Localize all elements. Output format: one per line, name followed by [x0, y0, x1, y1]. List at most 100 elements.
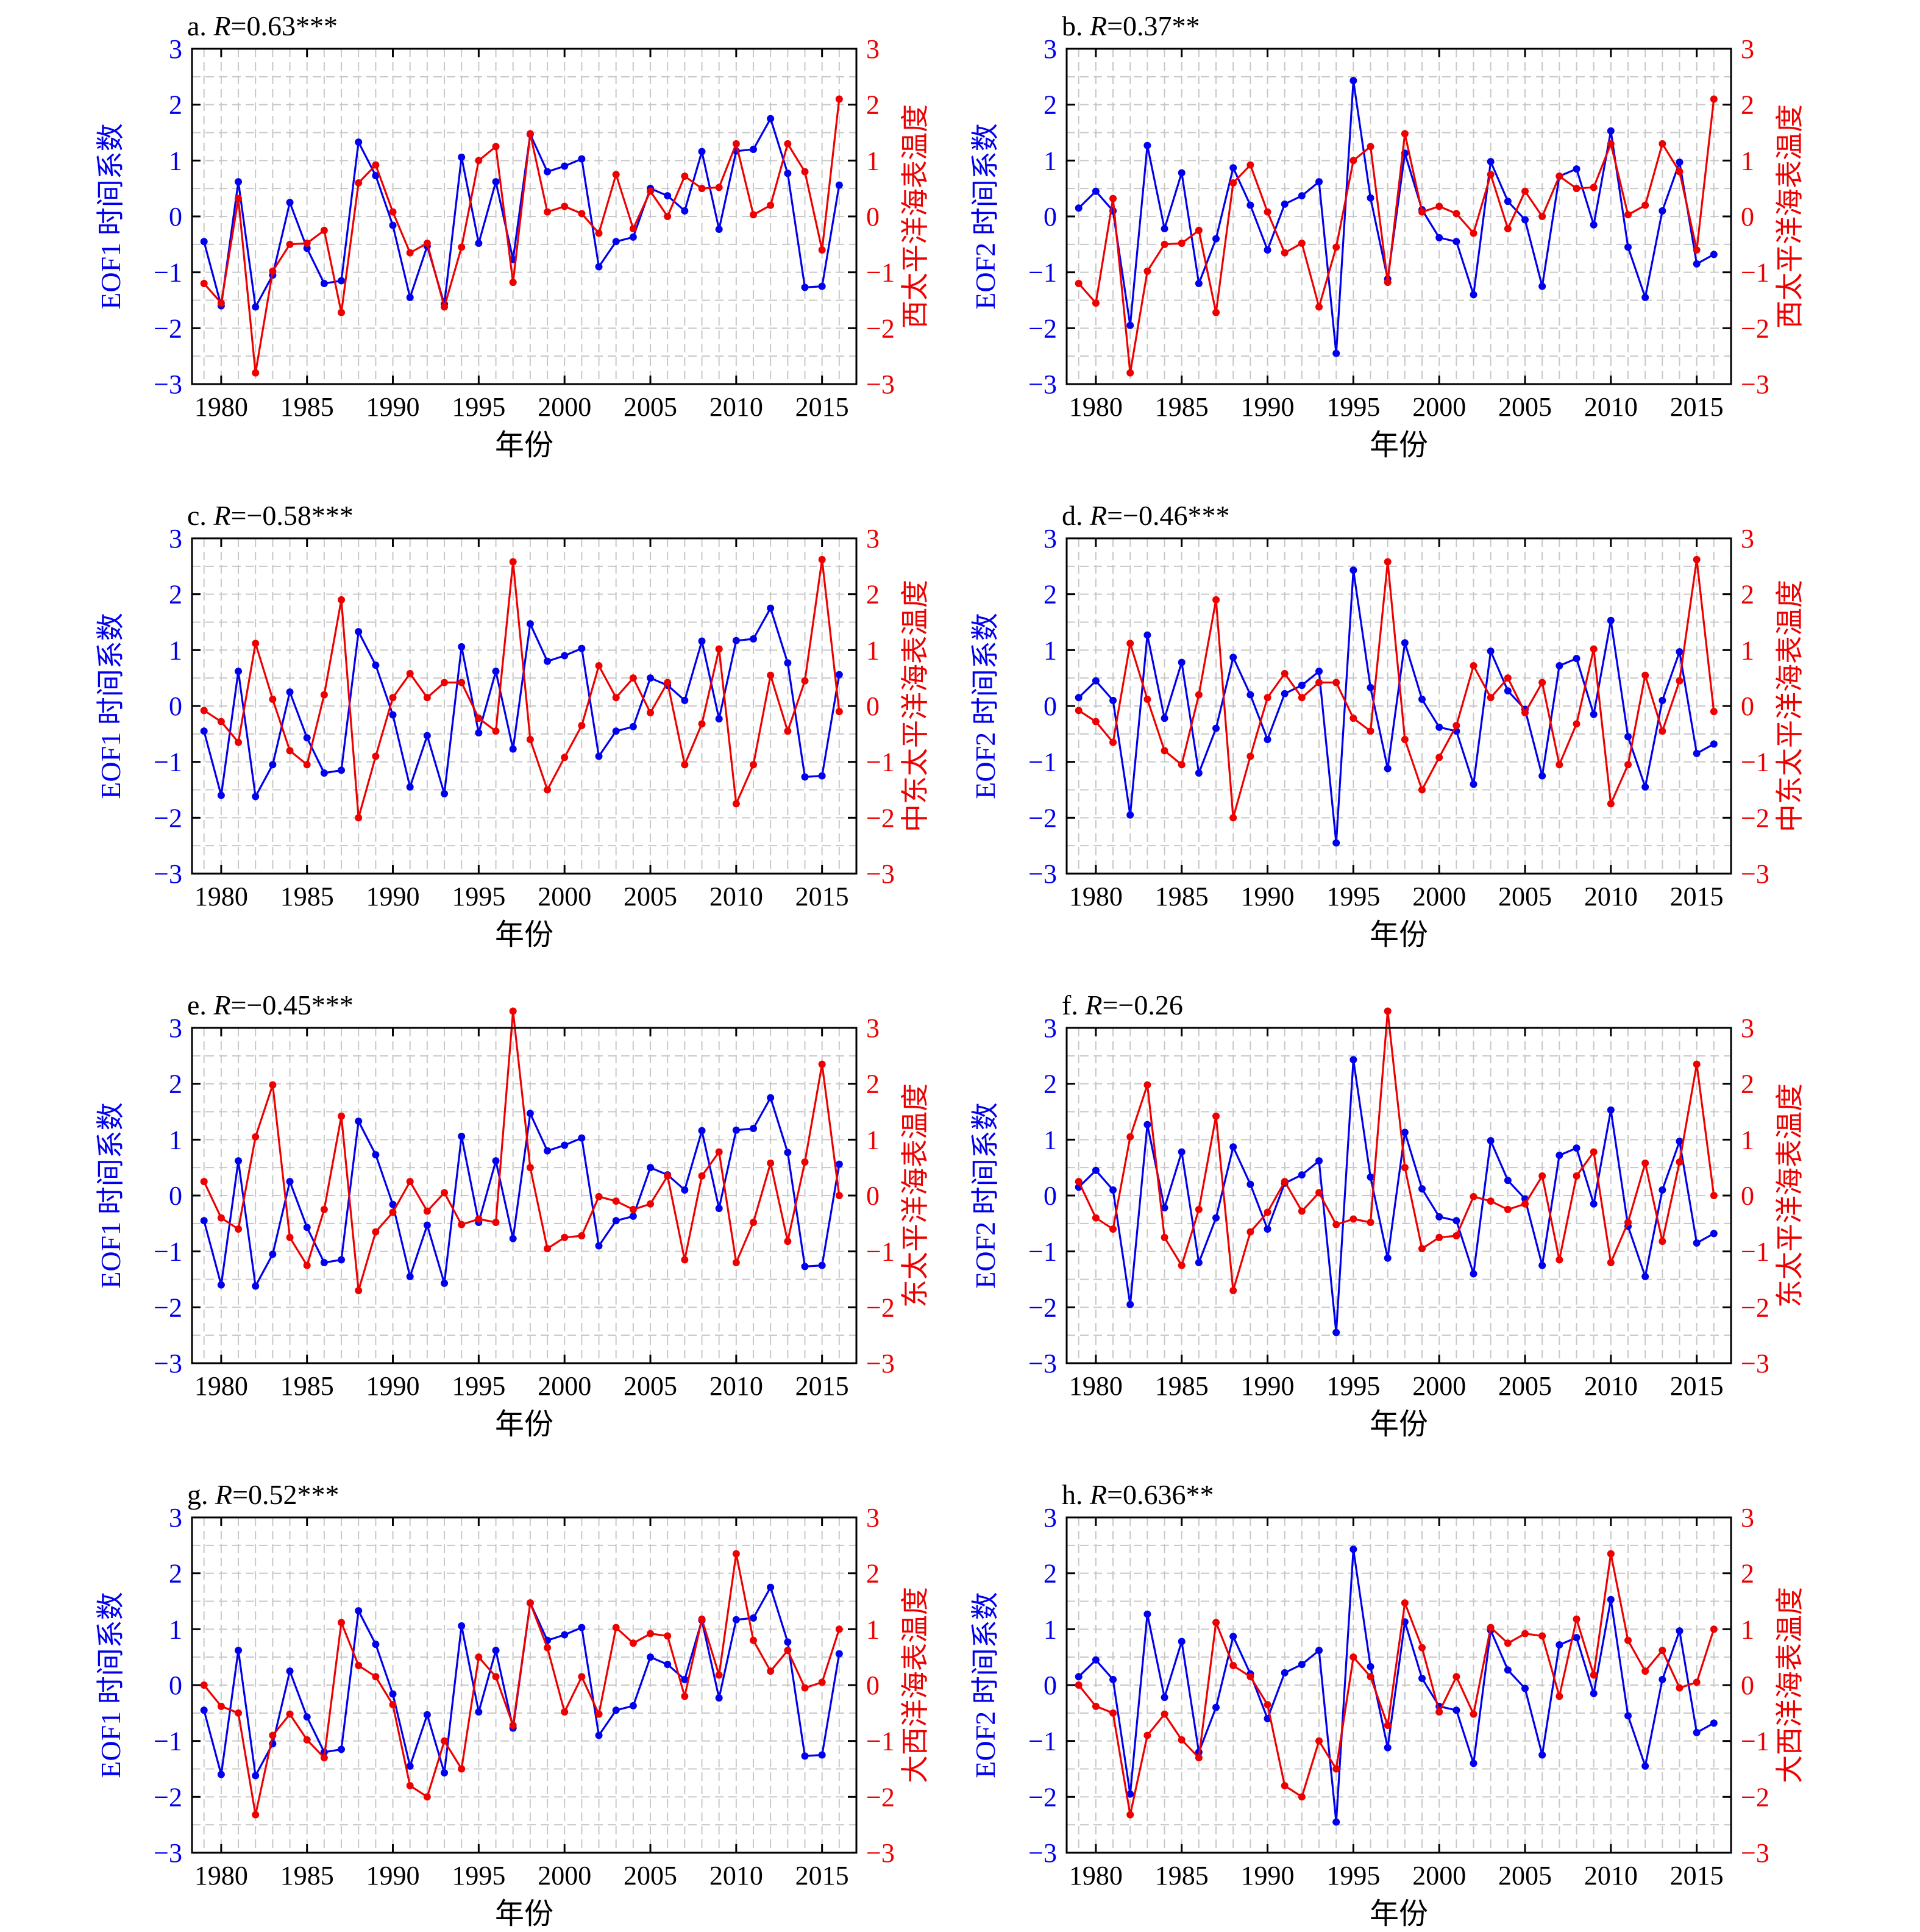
data-point-right: [338, 1112, 346, 1120]
data-point-right: [1418, 208, 1426, 216]
data-point-right: [1075, 707, 1083, 715]
data-point-left: [1590, 1200, 1598, 1208]
y-tick-label-right: −3: [1741, 859, 1769, 889]
y-tick-label-right: −3: [866, 1838, 895, 1868]
data-point-right: [1676, 168, 1684, 176]
data-point-right: [1624, 1636, 1632, 1644]
data-point-right: [1109, 1709, 1117, 1717]
data-point-left: [715, 226, 723, 233]
y-tick-label-right: −1: [1741, 1727, 1769, 1756]
y-tick-label-left: −2: [1028, 1782, 1057, 1812]
x-tick-label: 2000: [538, 392, 591, 422]
data-point-right: [1332, 1765, 1340, 1773]
data-point-left: [698, 1127, 706, 1135]
data-point-right: [1229, 1661, 1237, 1669]
data-point-left: [1281, 200, 1289, 208]
data-point-right: [1384, 558, 1392, 566]
data-point-left: [1229, 164, 1237, 172]
data-point-right: [1109, 194, 1117, 202]
data-point-left: [355, 1607, 363, 1615]
y-tick-label-right: 1: [866, 635, 880, 665]
data-point-left: [1178, 1638, 1186, 1645]
data-point-right: [835, 95, 843, 103]
y-tick-label-left: 3: [1044, 34, 1057, 64]
data-point-left: [1487, 647, 1495, 655]
data-point-right: [1332, 679, 1340, 686]
data-point-right: [217, 1702, 225, 1710]
y-tick-label-right: 3: [1741, 1503, 1754, 1533]
x-tick-label: 1990: [366, 392, 420, 422]
data-point-left: [1693, 1728, 1701, 1736]
y-tick-label-left: 0: [169, 1181, 182, 1211]
data-point-right: [1349, 715, 1357, 722]
y-tick-label-right: 0: [866, 1670, 880, 1700]
data-point-right: [475, 1215, 483, 1223]
data-point-right: [217, 718, 225, 725]
y-tick-label-left: 1: [169, 1125, 182, 1155]
y-tick-label-right: 3: [1741, 34, 1754, 64]
data-point-right: [1710, 1192, 1718, 1199]
y-tick-label-left: 3: [1044, 1503, 1057, 1533]
data-point-left: [1676, 1138, 1684, 1146]
data-point-left: [1178, 658, 1186, 666]
y-tick-label-left: −2: [1028, 313, 1057, 343]
data-point-left: [441, 1769, 449, 1777]
data-point-right: [544, 786, 552, 794]
y-tick-label-left: −3: [154, 1838, 182, 1868]
data-point-right: [647, 709, 655, 716]
data-point-left: [235, 1157, 243, 1165]
y-tick-label-right: −3: [866, 859, 895, 889]
y-tick-label-left: −2: [154, 1782, 182, 1812]
data-point-left: [1195, 769, 1203, 777]
data-point-right: [698, 185, 706, 193]
data-point-left: [1298, 682, 1306, 690]
data-point-right: [1246, 1673, 1254, 1681]
data-point-right: [612, 1197, 620, 1205]
data-point-left: [715, 1205, 723, 1213]
data-point-left: [1710, 740, 1718, 748]
y-axis-label-right: 西太平洋海表温度: [1774, 104, 1805, 329]
data-point-left: [1710, 251, 1718, 258]
data-point-left: [441, 790, 449, 797]
data-point-left: [561, 162, 569, 170]
y-tick-label-right: 0: [866, 691, 880, 721]
grid: [192, 49, 857, 384]
y-tick-label-left: −2: [1028, 803, 1057, 833]
y-tick-label-right: 3: [866, 34, 880, 64]
x-tick-label: 2010: [709, 392, 763, 422]
data-point-left: [441, 1279, 449, 1287]
series-line-right: [203, 99, 841, 374]
data-point-left: [561, 652, 569, 660]
data-point-right: [578, 1232, 586, 1239]
y-tick-label-left: 3: [169, 1503, 182, 1533]
data-point-right: [801, 1158, 809, 1166]
y-tick-label-right: −1: [1741, 1237, 1769, 1267]
y-tick-label-left: −2: [154, 1292, 182, 1322]
data-point-right: [1590, 645, 1598, 653]
data-point-right: [1487, 1624, 1495, 1631]
data-point-left: [509, 1235, 517, 1242]
data-point-left: [492, 1647, 500, 1655]
data-point-right: [750, 1219, 758, 1226]
data-point-right: [372, 752, 380, 760]
y-tick-label-right: −2: [1741, 313, 1769, 343]
data-point-right: [1710, 95, 1718, 103]
data-point-right: [1418, 786, 1426, 794]
data-point-right: [818, 1060, 826, 1068]
y-tick-label-left: 1: [169, 1614, 182, 1644]
data-point-right: [1212, 1619, 1220, 1627]
panel-stat: =−0.46***: [1107, 500, 1229, 531]
data-point-right: [1624, 761, 1632, 769]
data-point-right: [355, 1286, 363, 1294]
data-point-left: [252, 303, 260, 311]
data-point-right: [303, 240, 311, 247]
y-tick-label-left: −3: [1028, 369, 1057, 399]
panel-stat: =0.52***: [232, 1479, 339, 1510]
panel-letter: a.: [187, 10, 213, 41]
data-point-left: [1212, 1703, 1220, 1711]
data-point-right: [526, 736, 534, 743]
data-point-right: [458, 679, 466, 686]
chart-panel-f: 1980 1985 1990 1995 2000 2005 2010 2015 3 3 2 2 1 1 0 0…: [970, 989, 1805, 1441]
data-point-left: [1315, 1157, 1323, 1165]
